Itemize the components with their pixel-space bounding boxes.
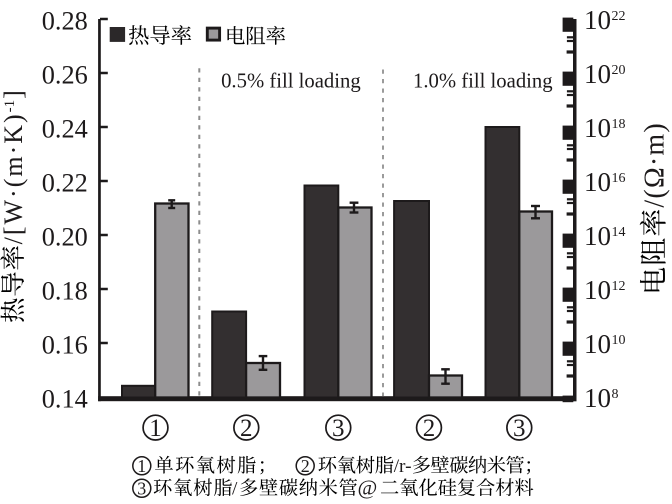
svg-text:/[W·(m·K): /[W·(m·K) [0,112,28,244]
svg-text:0.18: 0.18 [42,277,88,306]
svg-text:0.14: 0.14 [42,385,88,414]
svg-text:22: 22 [612,9,626,24]
svg-text:10: 10 [584,113,611,143]
svg-text:/r-: /r- [394,456,412,477]
svg-text:/: / [232,479,238,500]
svg-text:12: 12 [612,279,626,294]
svg-text:3: 3 [332,415,345,442]
svg-text:0.26: 0.26 [42,61,88,90]
svg-text:8: 8 [612,387,619,402]
svg-text:2: 2 [240,415,253,442]
svg-text:10: 10 [584,5,611,35]
svg-text:2: 2 [423,415,436,442]
svg-text:-1: -1 [2,100,18,113]
svg-text:]: ] [0,90,28,99]
svg-text:18: 18 [612,117,626,132]
svg-text:0.20: 0.20 [42,223,88,252]
svg-text:10: 10 [584,329,611,359]
svg-text:1: 1 [137,456,146,476]
svg-text:3: 3 [513,415,526,442]
svg-text:1: 1 [149,415,162,442]
svg-text:3: 3 [137,479,146,499]
svg-text:0.16: 0.16 [42,331,88,360]
svg-text:10: 10 [584,221,611,251]
svg-text:10: 10 [584,383,611,413]
svg-text:/(Ω·m): /(Ω·m) [640,122,671,208]
svg-text:10: 10 [584,167,611,197]
svg-text:14: 14 [612,225,626,240]
svg-text:10: 10 [584,275,611,305]
svg-text:0.28: 0.28 [42,7,88,36]
svg-text:10: 10 [612,333,626,348]
svg-text:10: 10 [584,59,611,89]
svg-text:2: 2 [301,456,310,476]
svg-text:@: @ [358,476,378,500]
svg-text:0.5% fill loading: 0.5% fill loading [221,70,361,92]
svg-text:1.0% fill loading: 1.0% fill loading [413,70,553,92]
svg-text:0.24: 0.24 [42,115,88,144]
svg-text:0.22: 0.22 [42,169,88,198]
svg-text:16: 16 [612,171,626,186]
svg-text:20: 20 [612,63,626,78]
